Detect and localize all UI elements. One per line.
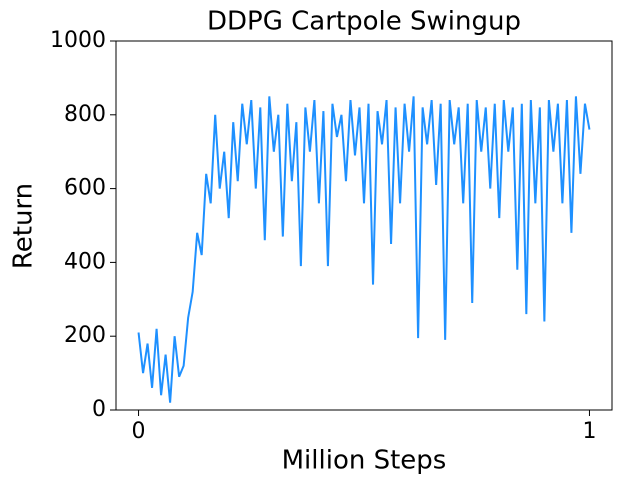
y-axis-label: Return: [9, 183, 39, 269]
plot-frame: [115, 40, 613, 411]
data-line: [137, 96, 591, 403]
x-axis-label: Million Steps: [282, 446, 447, 476]
y-tick-label: 800: [64, 102, 106, 127]
y-tick-label: 200: [64, 323, 106, 348]
y-tick-label: 400: [64, 249, 106, 274]
y-tick-label: 0: [92, 397, 106, 422]
x-tick-label: 0: [132, 419, 146, 444]
y-tick-label: 1000: [50, 28, 106, 53]
chart-title: DDPG Cartpole Swingup: [207, 7, 521, 37]
x-tick-label: 1: [582, 419, 596, 444]
y-tick-label: 600: [64, 176, 106, 201]
